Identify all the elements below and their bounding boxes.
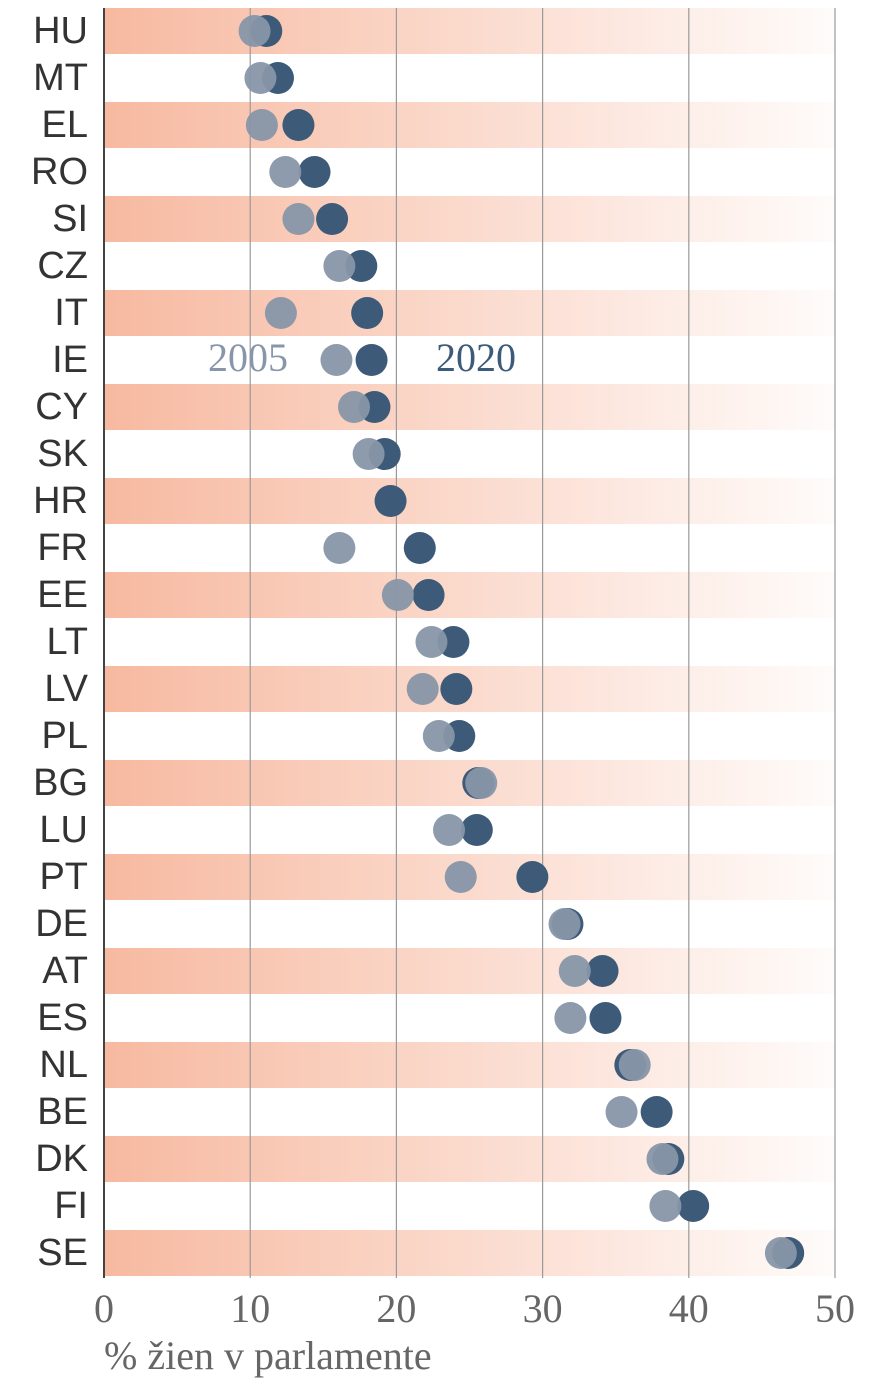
y-tick-label: DE	[35, 903, 88, 945]
dot	[437, 626, 470, 658]
dot	[677, 1190, 710, 1222]
dot	[440, 673, 473, 705]
dot	[245, 109, 278, 141]
dot	[444, 861, 477, 893]
dot	[282, 109, 315, 141]
x-tick-label: 10	[230, 1286, 270, 1331]
dot	[374, 485, 407, 517]
y-tick-label: SK	[37, 433, 88, 475]
y-tick-label: HR	[33, 480, 88, 522]
y-tick-label: CZ	[37, 245, 88, 287]
dot	[298, 156, 331, 188]
dot	[406, 673, 439, 705]
dot	[460, 814, 493, 846]
y-tick-label: PT	[39, 856, 88, 898]
series-label: 2005	[208, 335, 288, 380]
row-band	[104, 478, 835, 524]
dot	[586, 955, 619, 987]
dot	[422, 720, 455, 752]
y-tick-label: SE	[37, 1232, 88, 1274]
y-tick-label: CY	[35, 386, 88, 428]
x-tick-label: 50	[815, 1286, 855, 1331]
y-tick-label: ES	[37, 997, 88, 1039]
y-tick-label: IE	[52, 339, 88, 381]
dot	[381, 579, 414, 611]
dot	[345, 250, 378, 282]
dot	[316, 203, 349, 235]
dot	[238, 15, 271, 47]
dot	[646, 1143, 679, 1175]
y-tick-label: DK	[35, 1138, 88, 1180]
dot	[269, 156, 302, 188]
y-tick-label: HU	[33, 10, 88, 52]
y-tick-label: LU	[39, 809, 88, 851]
row-band	[104, 1136, 835, 1182]
row-band	[104, 196, 835, 242]
dot	[412, 579, 445, 611]
row-band	[104, 384, 835, 430]
y-tick-label: PL	[42, 715, 88, 757]
dot	[433, 814, 466, 846]
y-tick-label: EL	[42, 104, 88, 146]
y-tick-label: RO	[31, 151, 88, 193]
y-tick-label: BE	[37, 1091, 88, 1133]
dot	[415, 626, 448, 658]
dot	[605, 1096, 638, 1128]
row-band	[104, 8, 835, 54]
dot	[244, 62, 277, 94]
dot	[320, 344, 353, 376]
dot	[323, 532, 356, 564]
y-tick-label: IT	[54, 292, 88, 334]
y-tick-label: LT	[46, 621, 88, 663]
dot	[465, 767, 498, 799]
y-tick-label: AT	[42, 950, 88, 992]
dot	[649, 1190, 682, 1222]
y-tick-label: BG	[33, 762, 88, 804]
dot	[282, 203, 315, 235]
dot	[640, 1096, 673, 1128]
dot	[516, 861, 549, 893]
dot	[338, 391, 371, 423]
series-label: 2020	[436, 335, 516, 380]
row-band	[104, 1230, 835, 1276]
dot	[352, 438, 385, 470]
x-tick-label: 30	[523, 1286, 563, 1331]
row-band	[104, 572, 835, 618]
dot	[558, 955, 591, 987]
dot	[403, 532, 436, 564]
dot	[589, 1002, 622, 1034]
y-tick-label: FI	[54, 1185, 88, 1227]
y-tick-label: LV	[44, 668, 88, 710]
x-tick-label: 0	[94, 1286, 114, 1331]
x-axis-label: % žien v parlamente	[104, 1333, 432, 1378]
dot	[548, 908, 581, 940]
dot	[351, 297, 384, 329]
dot	[764, 1237, 797, 1269]
row-band	[104, 102, 835, 148]
dot	[323, 250, 356, 282]
row-band	[104, 948, 835, 994]
dot	[355, 344, 388, 376]
y-tick-label: MT	[33, 57, 88, 99]
x-tick-label: 40	[669, 1286, 709, 1331]
y-tick-label: SI	[52, 198, 88, 240]
row-band	[104, 290, 835, 336]
dot	[554, 1002, 587, 1034]
dot	[264, 297, 297, 329]
y-tick-label: NL	[39, 1044, 88, 1086]
y-tick-label: FR	[37, 527, 88, 569]
x-tick-label: 20	[376, 1286, 416, 1331]
row-band	[104, 1042, 835, 1088]
y-tick-label: EE	[37, 574, 88, 616]
dot	[618, 1049, 651, 1081]
